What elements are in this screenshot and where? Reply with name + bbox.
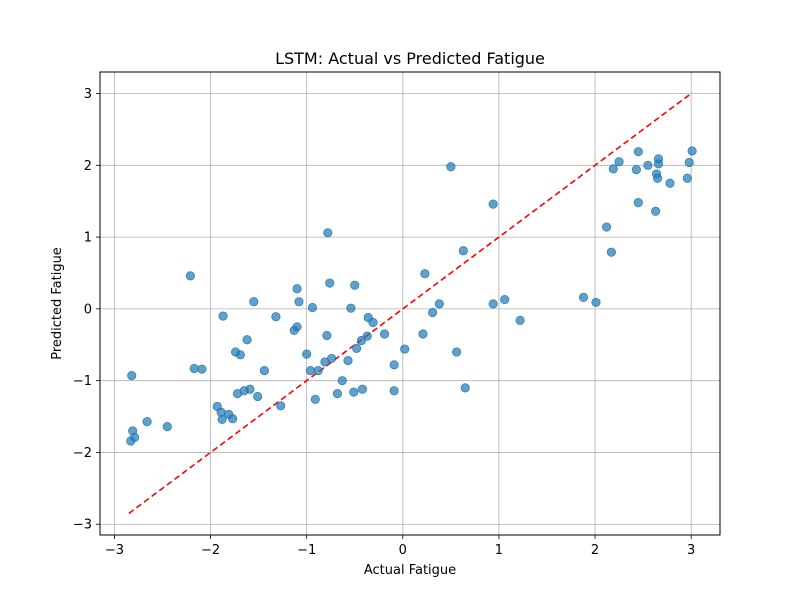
y-tick-label: −1 [73, 374, 92, 389]
x-tick-label: −3 [105, 543, 124, 558]
y-tick-label: −3 [73, 518, 92, 533]
data-point [276, 401, 286, 411]
data-point [650, 206, 661, 216]
data-point [357, 384, 368, 394]
chart-title: LSTM: Actual vs Predicted Fatigue [275, 49, 545, 68]
data-point [249, 297, 259, 307]
data-point [302, 349, 312, 359]
data-point [294, 297, 304, 307]
data-point [643, 160, 653, 170]
y-tick-label: 0 [84, 302, 92, 317]
data-point [606, 247, 616, 257]
data-point [687, 146, 697, 156]
data-point [389, 386, 399, 396]
y-tick-label: 1 [84, 231, 92, 246]
data-point [368, 317, 378, 328]
data-point [337, 376, 347, 386]
data-point [325, 278, 335, 288]
points-layer [126, 146, 697, 446]
x-tick-label: −1 [297, 543, 316, 558]
data-point [591, 297, 601, 308]
data-point [488, 299, 498, 309]
data-point [322, 330, 332, 341]
data-point [323, 228, 333, 238]
data-point [327, 353, 337, 364]
data-point [350, 280, 360, 290]
data-point [633, 147, 643, 157]
data-point [185, 271, 195, 281]
data-point [346, 303, 356, 313]
plot-frame [99, 71, 721, 536]
x-tick-label: 1 [495, 543, 503, 558]
data-point [488, 199, 498, 209]
data-point [434, 299, 444, 309]
data-point [352, 343, 362, 353]
data-point [458, 246, 468, 256]
data-point [292, 322, 302, 332]
y-tick-label: 3 [84, 87, 92, 102]
data-point [446, 162, 456, 172]
data-point [452, 347, 462, 357]
data-point [608, 164, 618, 174]
data-point [242, 335, 252, 345]
data-point [343, 355, 353, 366]
data-point [460, 383, 470, 393]
data-point [420, 269, 430, 279]
data-point [128, 426, 138, 436]
data-point [253, 391, 263, 402]
data-point [614, 157, 624, 167]
data-point [631, 165, 641, 175]
y-axis-label: Predicted Fatigue [50, 247, 65, 360]
x-axis-label: Actual Fatigue [364, 563, 456, 578]
data-point [310, 394, 320, 404]
reference-line [128, 92, 692, 515]
data-point [228, 414, 238, 424]
data-point [235, 350, 245, 360]
data-point [682, 173, 692, 183]
data-point [313, 366, 323, 376]
data-point [332, 388, 343, 399]
data-point [418, 329, 428, 339]
data-point [217, 414, 227, 425]
data-point [665, 178, 675, 188]
data-point [162, 422, 172, 432]
data-point [189, 363, 199, 374]
data-point [259, 366, 269, 376]
data-point [684, 157, 694, 168]
data-point [245, 384, 255, 394]
data-point [218, 311, 228, 321]
x-tick-label: 0 [399, 543, 407, 558]
x-tick-label: −2 [201, 543, 220, 558]
data-point [307, 302, 318, 313]
data-point [427, 307, 438, 318]
data-point [127, 371, 137, 381]
data-point [652, 173, 663, 183]
data-point [601, 222, 612, 232]
data-point [197, 364, 207, 374]
y-tick-label: 2 [84, 159, 92, 174]
data-point [349, 387, 359, 397]
reference-line-layer [128, 92, 692, 515]
data-point [271, 312, 281, 322]
ticks: −3 −2 −1 0 1 2 3 −3 −2 −1 0 1 2 3 [73, 87, 695, 558]
data-point [400, 344, 410, 354]
data-point [515, 315, 525, 325]
data-point [142, 416, 152, 427]
data-point [292, 284, 302, 294]
data-point [389, 360, 399, 370]
x-tick-label: 3 [687, 543, 695, 558]
data-point [362, 331, 372, 341]
data-point [379, 329, 390, 339]
x-tick-label: 2 [591, 543, 599, 558]
data-point [305, 366, 316, 376]
data-point [500, 294, 510, 305]
data-point [578, 292, 589, 302]
data-point [653, 154, 664, 164]
data-point [633, 198, 643, 208]
y-tick-label: −2 [73, 446, 92, 461]
